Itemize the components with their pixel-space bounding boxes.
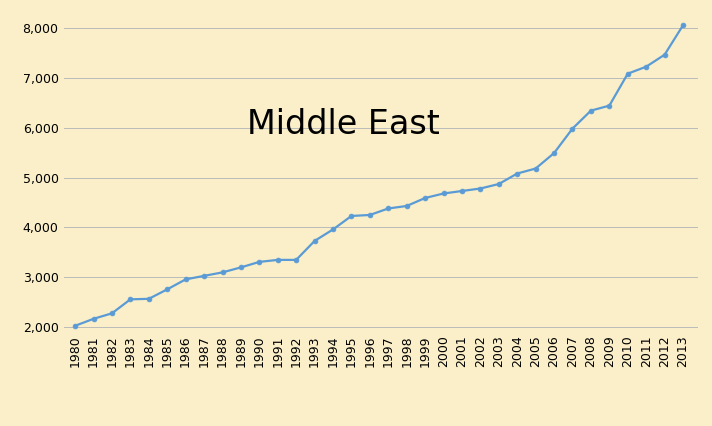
Text: Middle East: Middle East bbox=[246, 108, 439, 141]
